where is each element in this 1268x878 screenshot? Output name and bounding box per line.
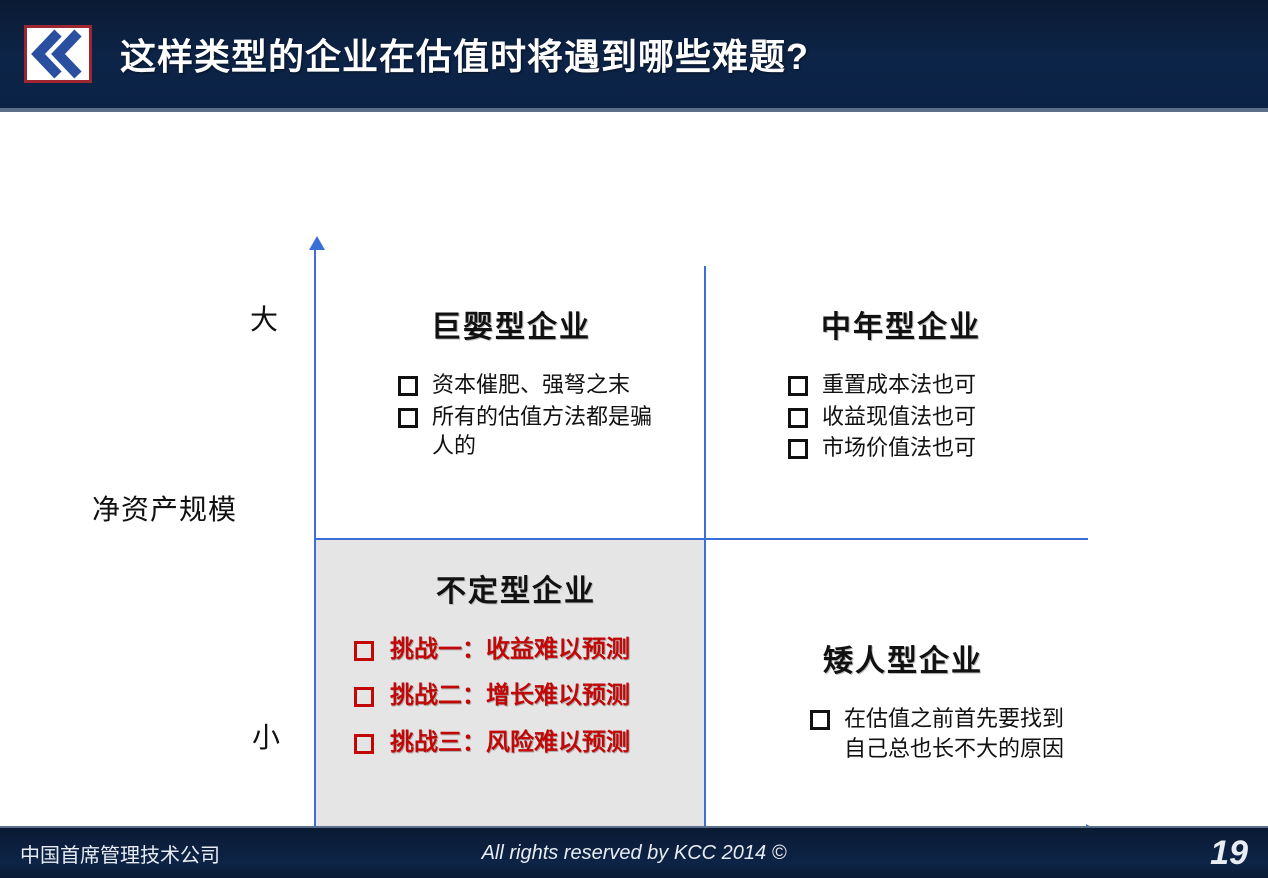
list-item: 市场价值法也可 <box>788 433 1066 463</box>
quadrant-top-right: 中年型企业 重置成本法也可 收益现值法也可 市场价值法也可 <box>726 288 1076 475</box>
footer-left: 中国首席管理技术公司 <box>20 839 220 868</box>
list-item: 挑战一：收益难以预测 <box>354 634 686 666</box>
quadrant-tl-title: 巨婴型企业 <box>346 302 676 346</box>
quadrant-br-title: 矮人型企业 <box>738 636 1068 680</box>
list-item: 收益现值法也可 <box>788 402 1066 432</box>
footer-page-number: 19 <box>1210 834 1248 873</box>
kcc-logo-icon <box>24 25 92 83</box>
quadrant-tl-list: 资本催肥、强弩之末 所有的估值方法都是骗人的 <box>346 370 676 461</box>
slide-header: 这样类型的企业在估值时将遇到哪些难题? <box>0 0 1268 112</box>
y-axis-label: 净资产规模 <box>92 488 237 528</box>
slide-footer: 中国首席管理技术公司 All rights reserved by KCC 20… <box>0 826 1268 878</box>
quadrant-bottom-right: 矮人型企业 在估值之前首先要找到自己总也长不大的原因 <box>728 622 1078 775</box>
quadrant-bl-list: 挑战一：收益难以预测 挑战二：增长难以预测 挑战三：风险难以预测 <box>346 634 686 759</box>
slide-title: 这样类型的企业在估值时将遇到哪些难题? <box>120 28 809 80</box>
quadrant-tr-list: 重置成本法也可 收益现值法也可 市场价值法也可 <box>736 370 1066 463</box>
quadrant-diagram: 大 小 净资产规模 创业和成长期 成熟期 成长阶段 巨婴型企业 资本催肥、强弩之… <box>0 112 1268 822</box>
vertical-separator <box>704 266 706 830</box>
quadrant-bl-title: 不定型企业 <box>346 566 686 610</box>
quadrant-top-left: 巨婴型企业 资本催肥、强弩之末 所有的估值方法都是骗人的 <box>336 288 686 473</box>
quadrant-bottom-left: 不定型企业 挑战一：收益难以预测 挑战二：增长难以预测 挑战三：风险难以预测 <box>336 552 696 783</box>
footer-center: All rights reserved by KCC 2014 © <box>482 842 787 865</box>
list-item: 在估值之前首先要找到自己总也长不大的原因 <box>810 704 1068 763</box>
y-tick-bottom: 小 <box>252 716 280 756</box>
list-item: 所有的估值方法都是骗人的 <box>398 402 658 461</box>
list-item: 重置成本法也可 <box>788 370 1066 400</box>
quadrant-br-list: 在估值之前首先要找到自己总也长不大的原因 <box>738 704 1068 763</box>
horizontal-separator <box>314 538 1088 540</box>
y-tick-top: 大 <box>250 298 278 338</box>
list-item: 挑战三：风险难以预测 <box>354 727 686 759</box>
list-item: 资本催肥、强弩之末 <box>398 370 658 400</box>
list-item: 挑战二：增长难以预测 <box>354 680 686 712</box>
quadrant-tr-title: 中年型企业 <box>736 302 1066 346</box>
